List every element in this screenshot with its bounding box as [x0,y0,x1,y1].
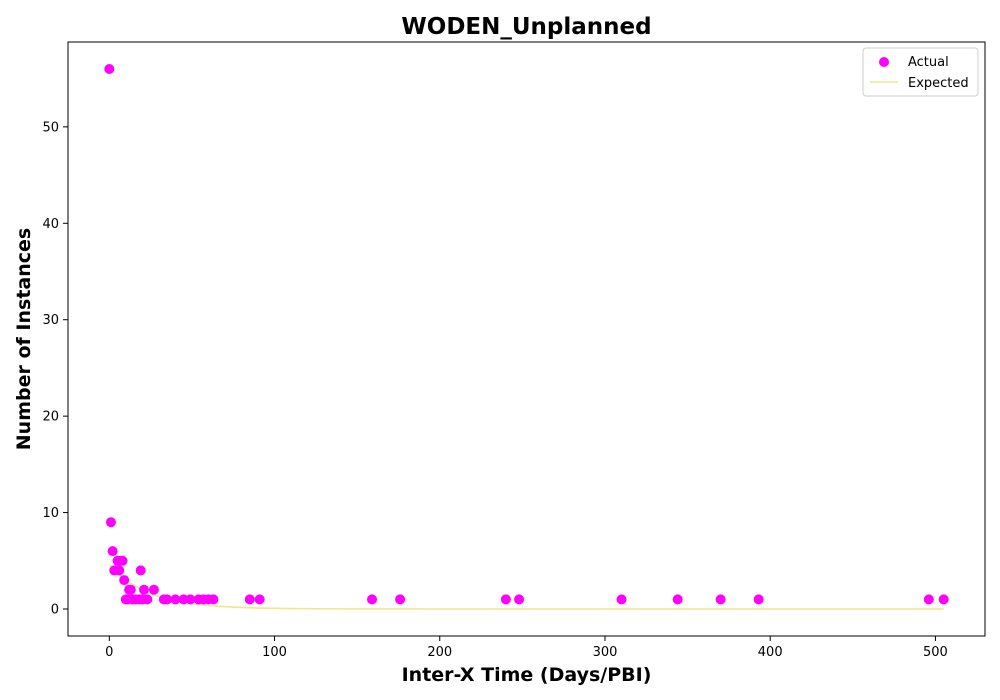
x-axis: 0 100 200 300 400 500 [105,636,948,660]
x-tick-label: 100 [262,645,287,660]
chart-title: WODEN_Unplanned [401,14,651,40]
y-tick-label: 30 [42,313,59,328]
data-point-actual [938,594,949,605]
data-point-actual [923,594,934,605]
data-point-actual [135,565,146,576]
data-point-actual [148,584,159,595]
data-point-actual [672,594,683,605]
data-point-actual [208,594,219,605]
legend-marker-actual [879,57,889,67]
y-tick-label: 0 [51,603,59,618]
data-point-actual [753,594,764,605]
data-point-actual [105,517,116,528]
data-point-actual [514,594,525,605]
data-point-actual [254,594,265,605]
data-point-actual [119,575,130,586]
legend-label-actual: Actual [908,55,949,70]
data-point-actual [170,594,181,605]
x-tick-label: 300 [593,645,618,660]
x-tick-label: 500 [923,645,948,660]
data-point-actual [162,594,173,605]
data-point-actual [107,546,118,557]
legend-box [862,47,979,97]
data-point-actual [104,64,115,74]
series-layer [104,64,949,610]
data-point-actual [125,584,136,595]
x-axis-label: Inter-X Time (Days/PBI) [402,664,652,686]
data-point-actual [500,594,511,605]
y-axis-label: Number of Instances [13,228,35,450]
data-point-actual [395,594,406,605]
data-point-actual [185,594,196,605]
y-tick-label: 10 [42,506,59,521]
data-point-actual [616,594,627,605]
data-point-actual [244,594,255,605]
y-tick-label: 50 [42,120,59,135]
y-axis: 0 10 20 30 40 50 [42,120,68,618]
data-point-actual [114,565,125,576]
legend: Actual Expected [862,47,979,97]
legend-label-expected: Expected [908,76,969,91]
data-point-actual [117,555,128,566]
series-line-expected [108,564,944,610]
data-point-actual [142,594,153,605]
y-tick-label: 20 [42,410,59,425]
x-tick-label: 200 [427,645,452,660]
data-point-actual [715,594,726,605]
y-tick-label: 40 [42,217,59,232]
data-point-actual [139,584,150,595]
x-tick-label: 0 [105,645,113,660]
x-tick-label: 400 [758,645,783,660]
plot-area [67,41,986,637]
data-point-actual [367,594,378,605]
